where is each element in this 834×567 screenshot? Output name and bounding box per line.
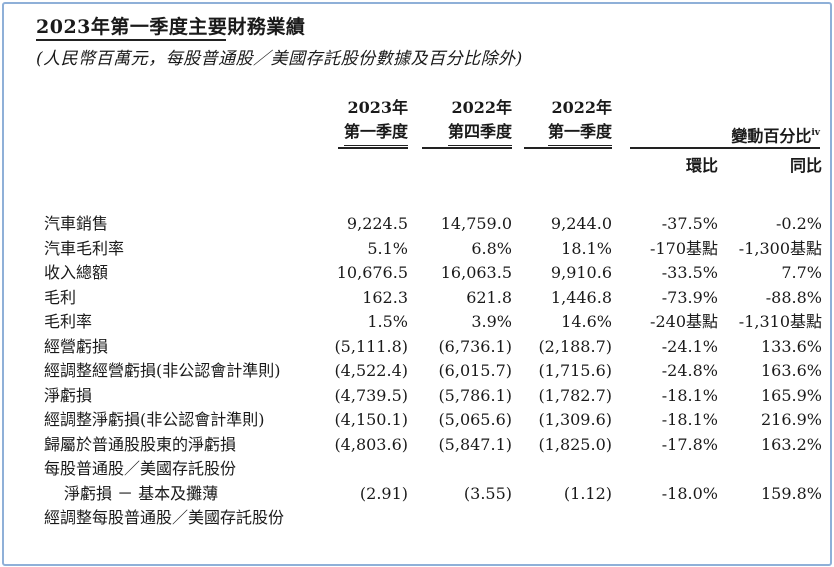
row-value-col-2: 6.8% <box>471 239 512 258</box>
row-value-col-4: -18.1% <box>661 410 718 429</box>
row-value-col-2: 14,759.0 <box>440 214 512 233</box>
row-label: 毛利 <box>44 288 77 307</box>
row-value-col-1: (4,803.6) <box>334 435 408 454</box>
row-value-col-4: -17.8% <box>661 435 718 454</box>
row-value-col-2: (5,786.1) <box>438 386 512 405</box>
row-value-col-3: (1.12) <box>563 484 612 503</box>
row-value-col-1: (4,739.5) <box>334 386 408 405</box>
row-value-col-2: (5,847.1) <box>438 435 512 454</box>
row-value-col-2: 621.8 <box>466 288 512 307</box>
row-value-col-4: -73.9% <box>661 288 718 307</box>
row-value-col-4: -18.1% <box>661 386 718 405</box>
row-value-col-5: 216.9% <box>760 410 822 429</box>
row-value-col-4: -24.1% <box>661 337 718 356</box>
table-title: 2023年第一季度主要財務業績 <box>36 16 306 38</box>
row-value-col-3: 1,446.8 <box>550 288 612 307</box>
col-header-2022q4: 2022年 第四季度 <box>408 96 512 146</box>
row-value-col-5: -1,310基點 <box>738 312 822 331</box>
row-value-col-1: (4,522.4) <box>334 361 408 380</box>
row-value-col-3: 9,244.0 <box>550 214 612 233</box>
col-header-qoq: 環比 <box>685 156 718 175</box>
row-value-col-5: 159.8% <box>760 484 822 503</box>
row-label: 經調整每股普通股／美國存託股份 <box>44 508 285 527</box>
col-header-change: 變動百分比iv <box>731 126 820 146</box>
row-value-col-1: 10,676.5 <box>336 263 408 282</box>
row-label: 歸屬於普通股股東的淨虧損 <box>44 435 237 454</box>
row-value-col-2: (3.55) <box>463 484 512 503</box>
row-value-col-1: (4,150.1) <box>334 410 408 429</box>
row-label: 每股普通股／美國存託股份 <box>44 459 237 478</box>
row-value-col-5: 163.2% <box>760 435 822 454</box>
col-header-2023q1: 2023年 第一季度 <box>304 96 408 146</box>
row-label: 淨虧損 <box>44 386 93 405</box>
row-value-col-2: (5,065.6) <box>438 410 512 429</box>
row-value-col-5: 163.6% <box>760 361 822 380</box>
row-value-col-2: (6,015.7) <box>438 361 512 380</box>
row-value-col-4: -240基點 <box>650 312 718 331</box>
row-label: 汽車毛利率 <box>44 239 125 258</box>
row-value-col-4: -24.8% <box>661 361 718 380</box>
row-label: 收入總額 <box>44 263 109 282</box>
row-value-col-5: 133.6% <box>760 337 822 356</box>
row-value-col-3: 14.6% <box>561 312 612 331</box>
row-label: 經調整淨虧損(非公認會計準則) <box>44 410 265 429</box>
row-value-col-4: -170基點 <box>650 239 718 258</box>
col-header-yoy: 同比 <box>789 156 822 175</box>
header-rule-1 <box>338 147 408 149</box>
row-value-col-4: -18.0% <box>661 484 718 503</box>
row-label: 淨虧損 － 基本及攤薄 <box>64 484 219 503</box>
row-value-col-3: (1,309.6) <box>538 410 612 429</box>
row-label: 經調整經營虧損(非公認會計準則) <box>44 361 281 380</box>
row-value-col-5: -1,300基點 <box>738 239 822 258</box>
row-label: 毛利率 <box>44 312 93 331</box>
header-rule-2 <box>422 147 512 149</box>
row-label: 經營虧損 <box>44 337 109 356</box>
row-value-col-3: (1,715.6) <box>538 361 612 380</box>
row-value-col-5: 165.9% <box>760 386 822 405</box>
row-value-col-1: (2.91) <box>359 484 408 503</box>
table-subtitle: (人民幣百萬元，每股普通股／美國存託股份數據及百分比除外) <box>36 49 523 69</box>
row-value-col-1: 162.3 <box>362 288 408 307</box>
row-value-col-1: 5.1% <box>367 239 408 258</box>
row-value-col-2: 16,063.5 <box>440 263 512 282</box>
row-value-col-1: (5,111.8) <box>334 337 408 356</box>
row-value-col-1: 9,224.5 <box>346 214 408 233</box>
row-value-col-1: 1.5% <box>367 312 408 331</box>
row-value-col-3: 9,910.6 <box>550 263 612 282</box>
row-value-col-3: 18.1% <box>561 239 612 258</box>
col-header-2022q1: 2022年 第一季度 <box>508 96 612 146</box>
row-value-col-3: (2,188.7) <box>538 337 612 356</box>
row-value-col-3: (1,782.7) <box>538 386 612 405</box>
row-value-col-2: 3.9% <box>471 312 512 331</box>
row-value-col-3: (1,825.0) <box>538 435 612 454</box>
header-rule-3 <box>524 147 612 149</box>
row-value-col-5: -88.8% <box>765 288 822 307</box>
row-value-col-4: -33.5% <box>661 263 718 282</box>
row-value-col-4: -37.5% <box>661 214 718 233</box>
row-value-col-5: 7.7% <box>781 263 822 282</box>
row-value-col-2: (6,736.1) <box>438 337 512 356</box>
row-label: 汽車銷售 <box>44 214 109 233</box>
change-header-rule <box>630 147 820 149</box>
title-underline <box>36 39 226 41</box>
row-value-col-5: -0.2% <box>775 214 822 233</box>
